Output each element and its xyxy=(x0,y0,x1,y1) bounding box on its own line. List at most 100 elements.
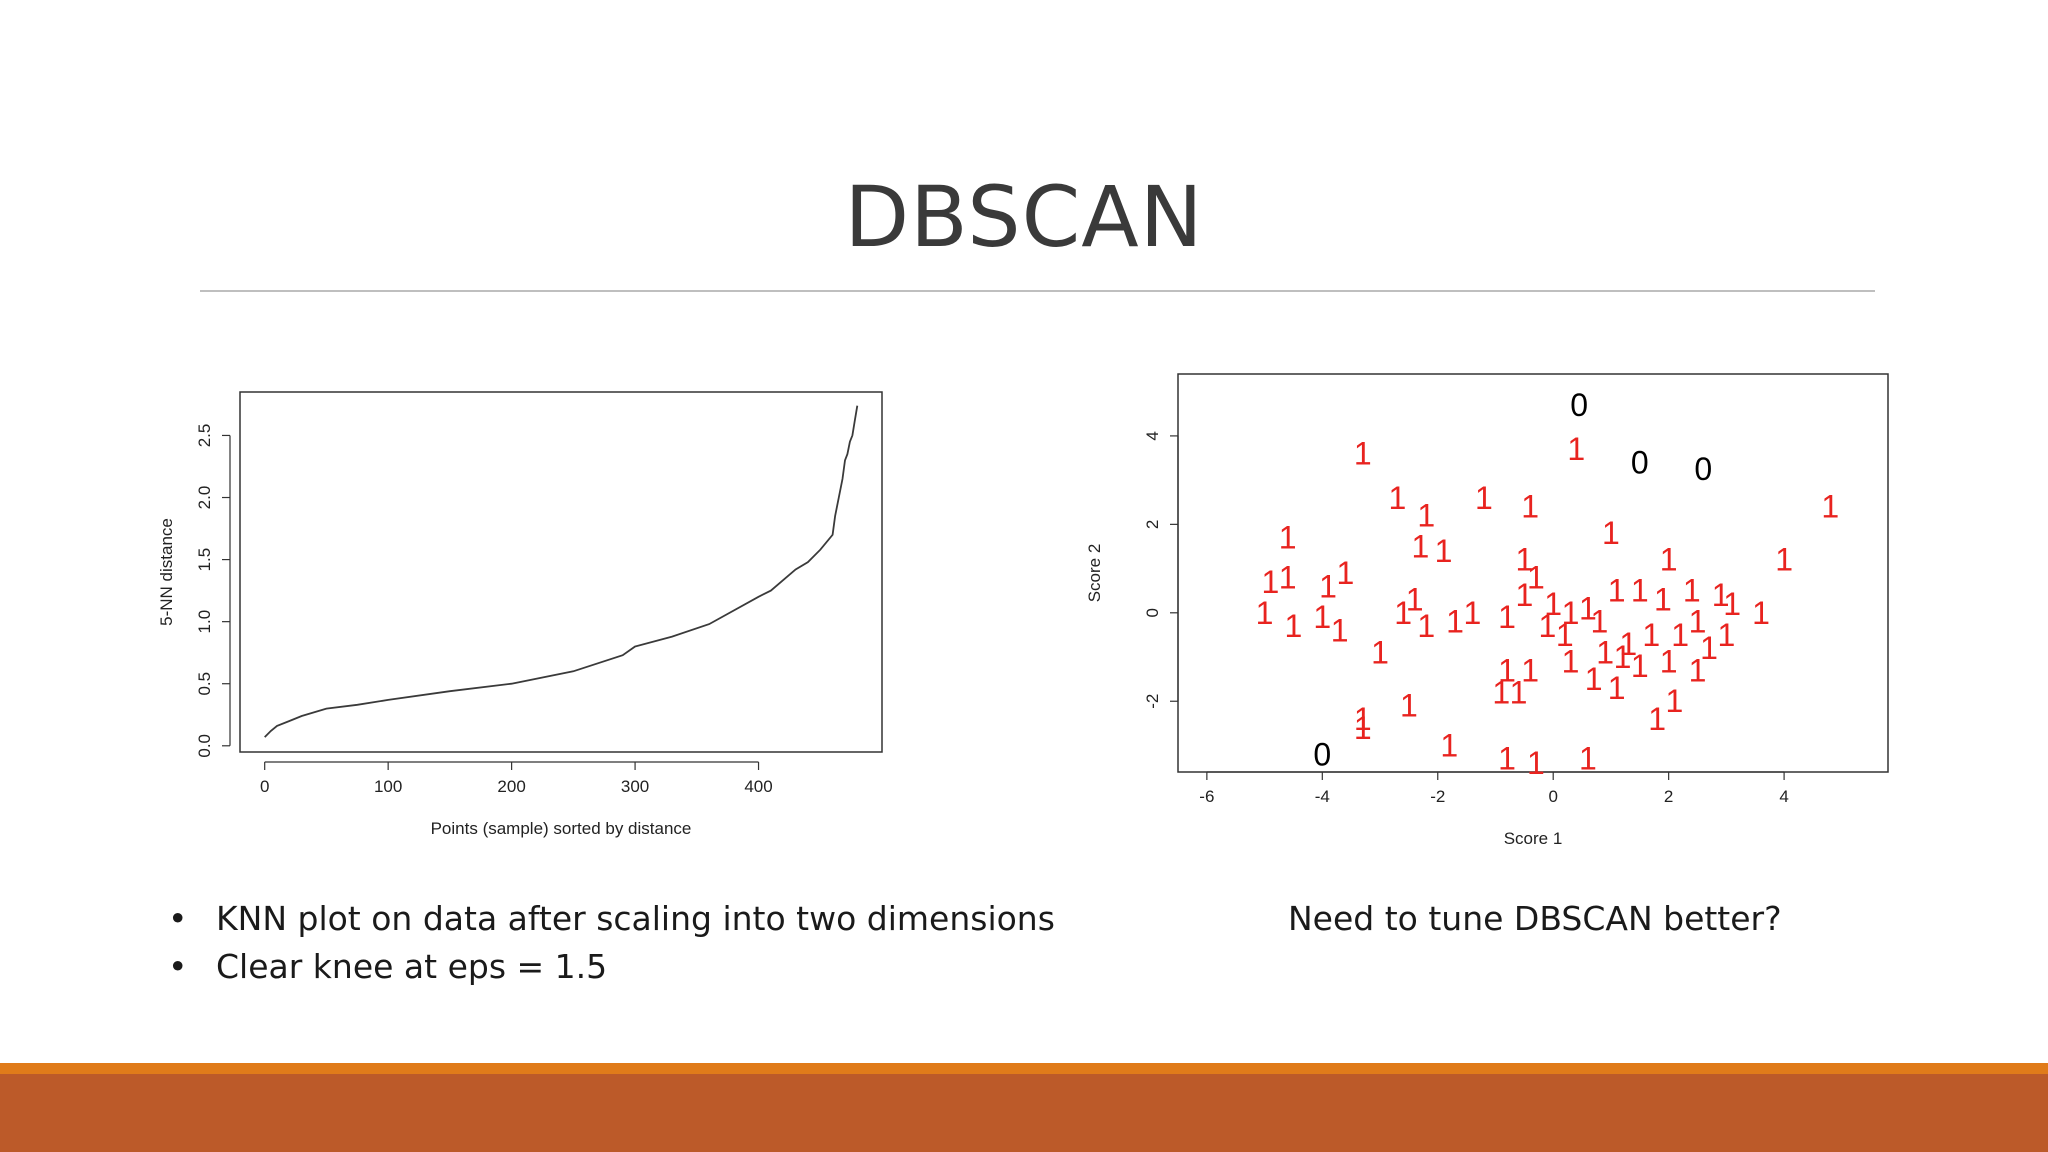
x-tick-label: 0 xyxy=(1548,787,1557,806)
cluster-1-point: 1 xyxy=(1723,586,1741,622)
footer-accent-strip xyxy=(0,1063,2048,1074)
cluster-1-point: 1 xyxy=(1590,604,1608,640)
cluster-1-point: 1 xyxy=(1354,436,1372,472)
cluster-1-point: 1 xyxy=(1579,590,1597,626)
cluster-1-point: 1 xyxy=(1631,648,1649,684)
cluster-1-point: 1 xyxy=(1354,710,1372,746)
cluster-1-point: 1 xyxy=(1717,617,1735,653)
y-axis-title: Score 2 xyxy=(1085,544,1104,603)
cluster-1-point: 1 xyxy=(1331,612,1349,648)
x-tick-label: 400 xyxy=(744,777,772,796)
y-tick-label: 2.5 xyxy=(195,424,214,448)
cluster-1-point: 1 xyxy=(1440,727,1458,763)
cluster-1-point: 1 xyxy=(1671,617,1689,653)
cluster-1-point: 1 xyxy=(1394,595,1412,631)
cluster-1-point: 1 xyxy=(1515,577,1533,613)
cluster-1-point: 1 xyxy=(1388,480,1406,516)
cluster-1-point: 1 xyxy=(1498,599,1516,635)
cluster-1-point: 1 xyxy=(1689,604,1707,640)
y-tick-label: 4 xyxy=(1143,431,1162,440)
cluster-0-point: 0 xyxy=(1694,451,1712,487)
cluster-1-point: 1 xyxy=(1521,489,1539,525)
cluster-1-point: 1 xyxy=(1337,555,1355,591)
y-tick-label: 0.0 xyxy=(195,734,214,758)
cluster-1-point: 1 xyxy=(1614,639,1632,675)
plot-frame xyxy=(239,391,883,753)
cluster-1-point: 1 xyxy=(1585,661,1603,697)
cluster-1-point: 1 xyxy=(1648,701,1666,737)
x-tick-label: 100 xyxy=(374,777,402,796)
bullet-list: KNN plot on data after scaling into two … xyxy=(168,895,1055,991)
cluster-1-point: 1 xyxy=(1562,643,1580,679)
cluster-1-point: 1 xyxy=(1631,573,1649,609)
y-axis-title: 5-NN distance xyxy=(157,518,176,626)
cluster-1-point: 1 xyxy=(1567,431,1585,467)
cluster-1-point: 1 xyxy=(1371,635,1389,671)
cluster-1-point: 1 xyxy=(1660,542,1678,578)
cluster-1-point: 1 xyxy=(1660,643,1678,679)
cluster-1-point: 1 xyxy=(1406,582,1424,618)
cluster-0-point: 0 xyxy=(1570,387,1588,423)
cluster-1-point: 1 xyxy=(1515,542,1533,578)
cluster-1-point: 1 xyxy=(1556,617,1574,653)
cluster-0-point: 0 xyxy=(1631,444,1649,480)
y-tick-label: 1.0 xyxy=(195,610,214,634)
x-tick-label: 0 xyxy=(260,777,269,796)
cluster-1-point: 1 xyxy=(1596,635,1614,671)
cluster-0-point: 0 xyxy=(1313,736,1331,772)
x-tick-label: -6 xyxy=(1199,787,1214,806)
right-caption: Need to tune DBSCAN better? xyxy=(1288,899,1782,938)
cluster-1-point: 1 xyxy=(1279,520,1297,556)
knn-distance-line xyxy=(264,405,859,738)
y-tick-label: 2.0 xyxy=(195,486,214,510)
x-tick-label: 2 xyxy=(1664,787,1673,806)
y-tick-label: 0.5 xyxy=(195,672,214,696)
y-tick-label: 0 xyxy=(1143,608,1162,617)
cluster-1-point: 1 xyxy=(1475,480,1493,516)
cluster-1-point: 1 xyxy=(1562,595,1580,631)
cluster-1-point: 1 xyxy=(1354,701,1372,737)
cluster-1-point: 1 xyxy=(1666,683,1684,719)
cluster-1-point: 1 xyxy=(1821,489,1839,525)
cluster-1-point: 1 xyxy=(1261,564,1279,600)
cluster-1-point: 1 xyxy=(1319,568,1337,604)
cluster-1-point: 1 xyxy=(1285,608,1303,644)
cluster-1-point: 1 xyxy=(1527,559,1545,595)
cluster-1-point: 1 xyxy=(1608,670,1626,706)
cluster-1-point: 1 xyxy=(1689,652,1707,688)
y-tick-label: 2 xyxy=(1143,520,1162,529)
cluster-1-point: 1 xyxy=(1608,573,1626,609)
cluster-1-point: 1 xyxy=(1539,608,1557,644)
bullet-item: KNN plot on data after scaling into two … xyxy=(168,895,1055,943)
cluster-1-point: 1 xyxy=(1498,652,1516,688)
cluster-1-point: 1 xyxy=(1700,630,1718,666)
cluster-1-point: 1 xyxy=(1527,745,1545,781)
cluster-1-point: 1 xyxy=(1752,595,1770,631)
bullet-item: Clear knee at eps = 1.5 xyxy=(168,943,1055,991)
cluster-1-point: 1 xyxy=(1435,533,1453,569)
cluster-1-point: 1 xyxy=(1683,573,1701,609)
cluster-1-point: 1 xyxy=(1602,515,1620,551)
footer-bar xyxy=(0,1074,2048,1152)
knn-distance-chart: 0 100 200 300 400 0.0 0.5 1.0 1.5 2.0 2.5 Points (s… xyxy=(157,391,883,838)
x-tick-label: -4 xyxy=(1315,787,1330,806)
title-divider xyxy=(200,290,1875,292)
cluster-1-point: 1 xyxy=(1579,741,1597,777)
cluster-1-point: 1 xyxy=(1498,741,1516,777)
x-axis-title: Score 1 xyxy=(1504,829,1563,848)
slide-title: DBSCAN xyxy=(844,168,1204,266)
cluster-1-point: 1 xyxy=(1619,626,1637,662)
cluster-1-point: 1 xyxy=(1712,577,1730,613)
x-tick-label: -2 xyxy=(1430,787,1445,806)
cluster-1-point: 1 xyxy=(1492,674,1510,710)
y-tick-label: -2 xyxy=(1143,694,1162,709)
cluster-1-point: 1 xyxy=(1446,604,1464,640)
cluster-1-point: 1 xyxy=(1417,608,1435,644)
x-tick-label: 300 xyxy=(621,777,649,796)
y-tick-label: 1.5 xyxy=(195,548,214,572)
cluster-1-point: 1 xyxy=(1544,586,1562,622)
cluster-1-point: 1 xyxy=(1417,498,1435,534)
cluster-1-point: 1 xyxy=(1654,582,1672,618)
x-tick-label: 200 xyxy=(497,777,525,796)
